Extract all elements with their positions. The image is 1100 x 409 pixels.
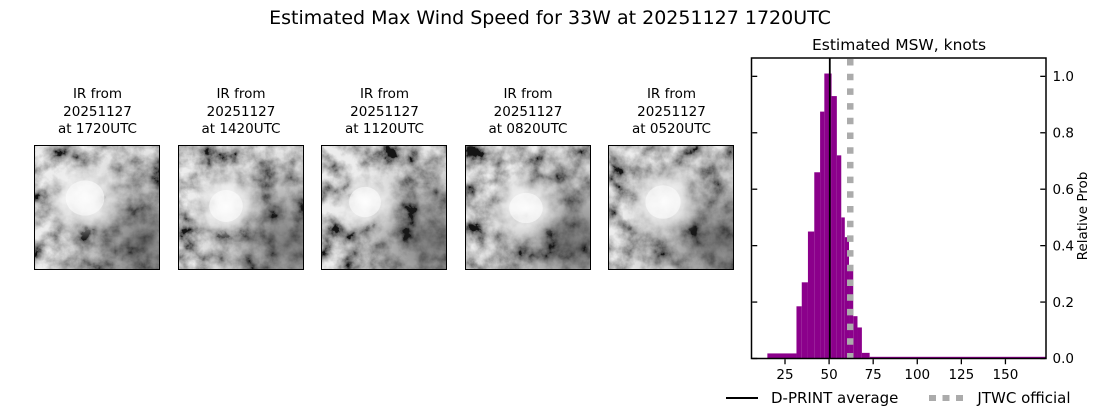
ir-satellite-image (608, 145, 734, 270)
ir-panel-1120utc: IR from 20251127 at 1120UTC (321, 86, 448, 272)
y-axis-label: Relative Prob (1075, 172, 1091, 261)
histogram-bar (796, 306, 802, 359)
y-tick-label: 0.2 (1053, 295, 1074, 311)
ir-panel-label: IR from 20251127 at 1420UTC (201, 86, 281, 137)
ir-panel-label: IR from 20251127 at 0820UTC (488, 86, 568, 137)
ir-satellite-image (464, 145, 591, 270)
histogram-bar (869, 356, 1046, 359)
histogram-bar (844, 237, 850, 359)
histogram-bar (824, 73, 832, 359)
y-tick-label: 1.0 (1053, 69, 1074, 85)
main-title: Estimated Max Wind Speed for 33W at 2025… (269, 7, 831, 29)
x-tick-label: 100 (904, 367, 930, 383)
ir-panel-0520utc: IR from 20251127 at 0520UTC (608, 86, 735, 272)
histogram-bar (861, 352, 870, 359)
x-tick-label: 50 (820, 367, 837, 383)
histogram-bar (801, 282, 808, 359)
x-tick-label: 25 (776, 367, 793, 383)
y-tick-label: 0.4 (1053, 238, 1074, 254)
y-tick-label: 0.0 (1053, 351, 1074, 367)
ir-satellite-image (321, 145, 447, 270)
histogram-bar (853, 316, 858, 359)
y-tick-label: 0.6 (1053, 182, 1074, 198)
histogram-bar (820, 111, 825, 359)
chart-title: Estimated MSW, knots (811, 36, 987, 54)
histogram-bar (814, 172, 821, 359)
chart-legend: D-PRINT average JTWC official (726, 388, 1071, 408)
ir-panel-label: IR from 20251127 at 1720UTC (58, 86, 137, 137)
histogram-bar (836, 155, 842, 359)
ir-panel-1420utc: IR from 20251127 at 1420UTC (177, 86, 305, 272)
ir-panel-label: IR from 20251127 at 0520UTC (632, 86, 711, 137)
x-tick-label: 150 (993, 367, 1019, 383)
jtwc-official-dotted-swatch (929, 394, 969, 402)
x-tick-label: 125 (948, 367, 974, 383)
histogram-bar (841, 217, 845, 359)
plot-frame (750, 57, 1047, 360)
ir-satellite-image (177, 145, 304, 270)
dprint-average-line-swatch (726, 397, 758, 399)
histogram-bar (807, 231, 815, 359)
msw-histogram-plot: 25 50 75 100 125 150 0.0 0.2 0.4 0.6 0.8 1.0 Relativ… (750, 57, 1091, 383)
x-tick-label: 75 (865, 367, 882, 383)
ir-panel-label: IR from 20251127 at 1120UTC (345, 86, 424, 137)
ir-satellite-image (34, 145, 160, 270)
jtwc-official-legend-label: JTWC official (977, 389, 1071, 407)
histogram-bar (857, 327, 862, 359)
ir-panel-0820utc: IR from 20251127 at 0820UTC (464, 86, 592, 272)
histogram-bar (767, 353, 797, 359)
y-tick-label: 0.8 (1053, 125, 1074, 141)
ir-panel-1720utc: IR from 20251127 at 1720UTC (34, 86, 161, 272)
histogram-bar (831, 96, 837, 359)
dprint-average-legend-label: D-PRINT average (771, 389, 899, 407)
